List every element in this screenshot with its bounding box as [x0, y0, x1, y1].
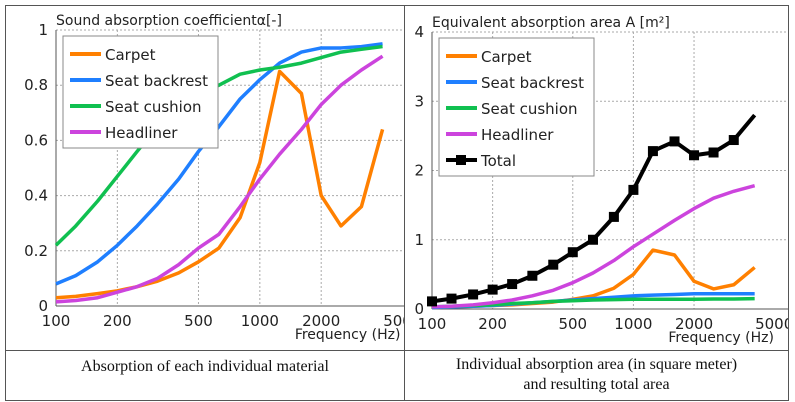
y-tick-label: 0: [38, 297, 48, 315]
y-tick-label: 2: [414, 162, 424, 180]
x-tick-label: 100: [418, 315, 447, 333]
legend-box: [62, 35, 219, 149]
legend-label: Seat backrest: [481, 74, 584, 92]
x-axis-label: Frequency (Hz): [295, 327, 401, 343]
data-point-marker: [608, 211, 619, 222]
data-point-marker: [587, 234, 598, 245]
legend-label: Headliner: [105, 124, 178, 142]
x-axis-label: Frequency (Hz): [668, 330, 774, 346]
caption-right: Individual absorption area (in square me…: [404, 350, 789, 401]
data-point-marker: [527, 270, 538, 281]
x-tick-label: 2000: [302, 312, 340, 330]
x-tick-label: 200: [103, 312, 132, 330]
data-point-marker: [548, 259, 559, 270]
data-point-marker: [427, 296, 437, 307]
caption-left-text: Absorption of each individual material: [81, 358, 329, 375]
y-tick-label: 0: [414, 300, 424, 318]
x-tick-label: 2000: [675, 315, 713, 333]
data-point-marker: [567, 247, 578, 258]
data-point-marker: [647, 146, 658, 157]
legend-label: Total: [480, 152, 516, 170]
data-point-marker: [669, 136, 680, 147]
absorption-coefficient-chart: 10020050010002000500000.20.40.60.81Sound…: [24, 13, 421, 343]
data-point-marker: [728, 135, 739, 146]
chart-title: Equivalent absorption area A [m²]: [432, 15, 670, 31]
data-point-marker: [507, 279, 518, 290]
legend-label: Seat cushion: [105, 98, 202, 116]
data-point-marker: [628, 184, 639, 195]
y-tick-label: 0.2: [24, 242, 48, 260]
x-tick-label: 100: [42, 312, 71, 330]
series-line-headliner: [55, 54, 384, 304]
y-tick-label: 4: [414, 23, 424, 41]
series-line-carpet: [55, 69, 385, 300]
x-tick-label: 1000: [614, 315, 652, 333]
series-line-seat-cushion: [54, 44, 383, 247]
legend-label: Seat backrest: [105, 72, 208, 90]
data-point-marker: [487, 284, 498, 295]
y-tick-label: 0.8: [24, 76, 48, 94]
data-point-marker: [468, 289, 479, 300]
legend-label: Carpet: [481, 48, 532, 66]
y-tick-label: 3: [414, 92, 424, 110]
series-line-headliner: [431, 184, 756, 309]
data-point-marker: [708, 147, 719, 158]
y-tick-label: 1: [38, 21, 48, 39]
x-tick-label: 1000: [241, 312, 279, 330]
caption-right-line2: and resulting total area: [523, 376, 670, 393]
data-point-marker: [689, 150, 700, 161]
y-tick-label: 1: [414, 231, 424, 249]
caption-left: Absorption of each individual material: [5, 350, 405, 401]
series-line-seat-backrest: [55, 42, 383, 286]
legend-label: Seat cushion: [481, 100, 578, 118]
data-point-marker: [446, 293, 457, 304]
legend-label: Carpet: [105, 46, 156, 64]
chart-title: Sound absorption coefficientα[-]: [56, 13, 282, 29]
caption-right-line1: Individual absorption area (in square me…: [455, 356, 738, 373]
y-tick-label: 0.6: [24, 131, 48, 149]
x-tick-label: 500: [558, 315, 587, 333]
legend-label: Headliner: [481, 126, 554, 144]
x-tick-label: 500: [184, 312, 213, 330]
figure-table: 10020050010002000500000.20.40.60.81Sound…: [5, 5, 793, 401]
y-tick-label: 0.4: [24, 187, 48, 205]
x-tick-label: 200: [478, 315, 507, 333]
legend-marker: [456, 155, 466, 165]
